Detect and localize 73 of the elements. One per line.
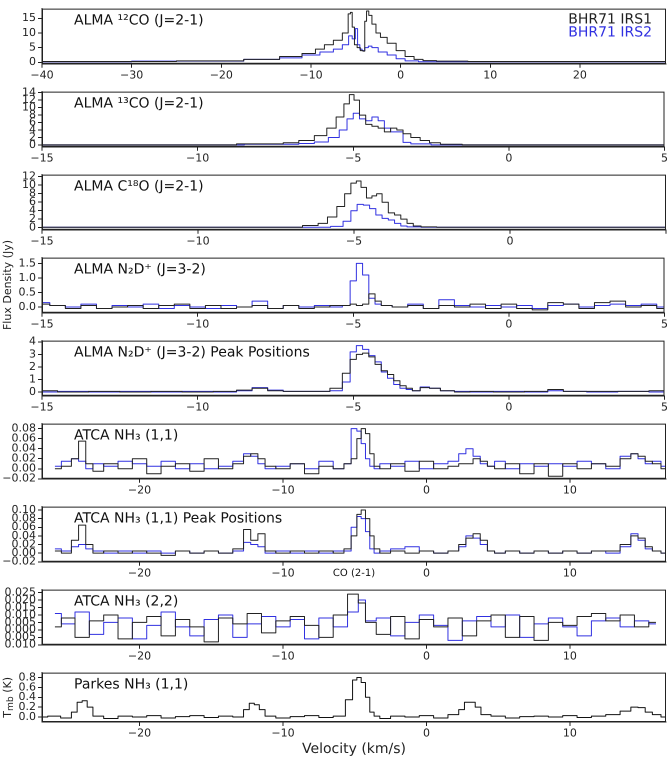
- x-tick-label: 20: [572, 68, 587, 82]
- x-axis-title: Velocity (km/s): [302, 741, 406, 758]
- x-tick-label: −20: [128, 726, 152, 740]
- x-tick-label: 0: [506, 234, 514, 248]
- x-tick-label: −10: [186, 151, 210, 164]
- y-tick-label: 0.010: [4, 638, 36, 651]
- y-axis-title: Flux Density (Jy): [1, 240, 14, 330]
- x-tick-label: 0: [422, 726, 430, 740]
- x-tick-label: −20: [128, 483, 152, 496]
- y-tick-label: 0: [29, 55, 36, 68]
- x-tick-label: −10: [271, 566, 295, 580]
- x-tick-label: −10: [271, 483, 295, 496]
- chart-title: ATCA NH₃ (1,1) Peak Positions: [74, 510, 282, 527]
- x-tick-label: −5: [345, 151, 362, 164]
- x-tick-label: 10: [483, 68, 498, 82]
- chart-title: ALMA C¹⁸O (J=2-1): [74, 178, 204, 195]
- x-tick-label: 0: [505, 400, 512, 414]
- x-tick-label: 10: [562, 726, 577, 740]
- y-tick-label: 3: [29, 347, 36, 360]
- y-tick-label: 1: [29, 372, 36, 386]
- x-tick-label: −5: [345, 317, 362, 330]
- x-tick-label: 0: [422, 649, 430, 662]
- x-tick-label: −20: [128, 649, 152, 662]
- x-tick-label: −15: [30, 234, 54, 248]
- chart-title: ATCA NH₃ (2,2): [74, 594, 178, 610]
- chart-title: Parkes NH₃ (1,1): [74, 676, 188, 693]
- x-tick-label: 0: [505, 151, 512, 164]
- x-tick-label: −10: [271, 726, 295, 740]
- y-tick-label: −0.02: [2, 472, 36, 485]
- y-tick-label: 0.5: [18, 285, 36, 298]
- x-tick-label: 5: [661, 317, 668, 330]
- x-tick-label: −10: [299, 68, 323, 82]
- x-tick-label: 5: [661, 151, 668, 164]
- x-tick-label: 0: [505, 317, 512, 330]
- chart-title: ALMA N₂D⁺ (J=3-2) Peak Positions: [74, 344, 310, 361]
- x-tick-label: −15: [30, 400, 54, 414]
- chart-title: ALMA ¹²CO (J=2-1): [74, 12, 204, 29]
- y-tick-label: 0.08: [12, 421, 36, 434]
- y-tick-label: 1.5: [18, 256, 36, 270]
- x-tick-label: 10: [562, 649, 577, 662]
- x-tick-label: 0: [397, 68, 404, 82]
- x-tick-label: −10: [271, 649, 295, 662]
- series-label: BHR71 IRS2: [568, 24, 652, 41]
- chart-title: ALMA ¹³CO (J=2-1): [74, 96, 204, 112]
- x-tick-label: −10: [186, 234, 210, 248]
- x-tick-label: 10: [562, 566, 577, 580]
- y-tick-label: 5: [29, 40, 36, 54]
- y-tick-label: 0: [29, 384, 36, 398]
- chart-title: ALMA N₂D⁺ (J=3-2): [74, 262, 206, 278]
- x-tick-label: 0: [422, 483, 430, 496]
- chart-title: ATCA NH₃ (1,1): [74, 428, 178, 444]
- y-tick-label: 1.0: [18, 270, 36, 284]
- y-tick-label: 0.0: [18, 300, 36, 313]
- x-tick-label: −15: [30, 151, 54, 164]
- x-tick-label: 10: [562, 483, 577, 496]
- x-tick-label: −30: [120, 68, 144, 82]
- y-tick-label: 4: [29, 334, 36, 348]
- x-tick-label: 5: [661, 400, 668, 414]
- x-tick-label: −5: [345, 400, 362, 414]
- y-tick-label: 2: [29, 360, 36, 373]
- x-tick-label: −15: [30, 317, 54, 330]
- x-tick-label: −10: [186, 317, 210, 330]
- x-tick-label: −20: [128, 566, 152, 580]
- x-tick-label: 0: [422, 566, 430, 580]
- text: CO (2-1): [332, 568, 376, 579]
- y-tick-label: 10: [22, 26, 36, 39]
- y-tick-label: 0.02: [12, 452, 36, 465]
- y-tick-label: 0.06: [12, 432, 36, 445]
- x-tick-label: −40: [30, 68, 54, 82]
- x-tick-label: −10: [186, 400, 210, 414]
- x-tick-label: −5: [346, 234, 362, 248]
- x-tick-label: −20: [210, 68, 233, 82]
- y-tick-label: 15: [22, 11, 36, 24]
